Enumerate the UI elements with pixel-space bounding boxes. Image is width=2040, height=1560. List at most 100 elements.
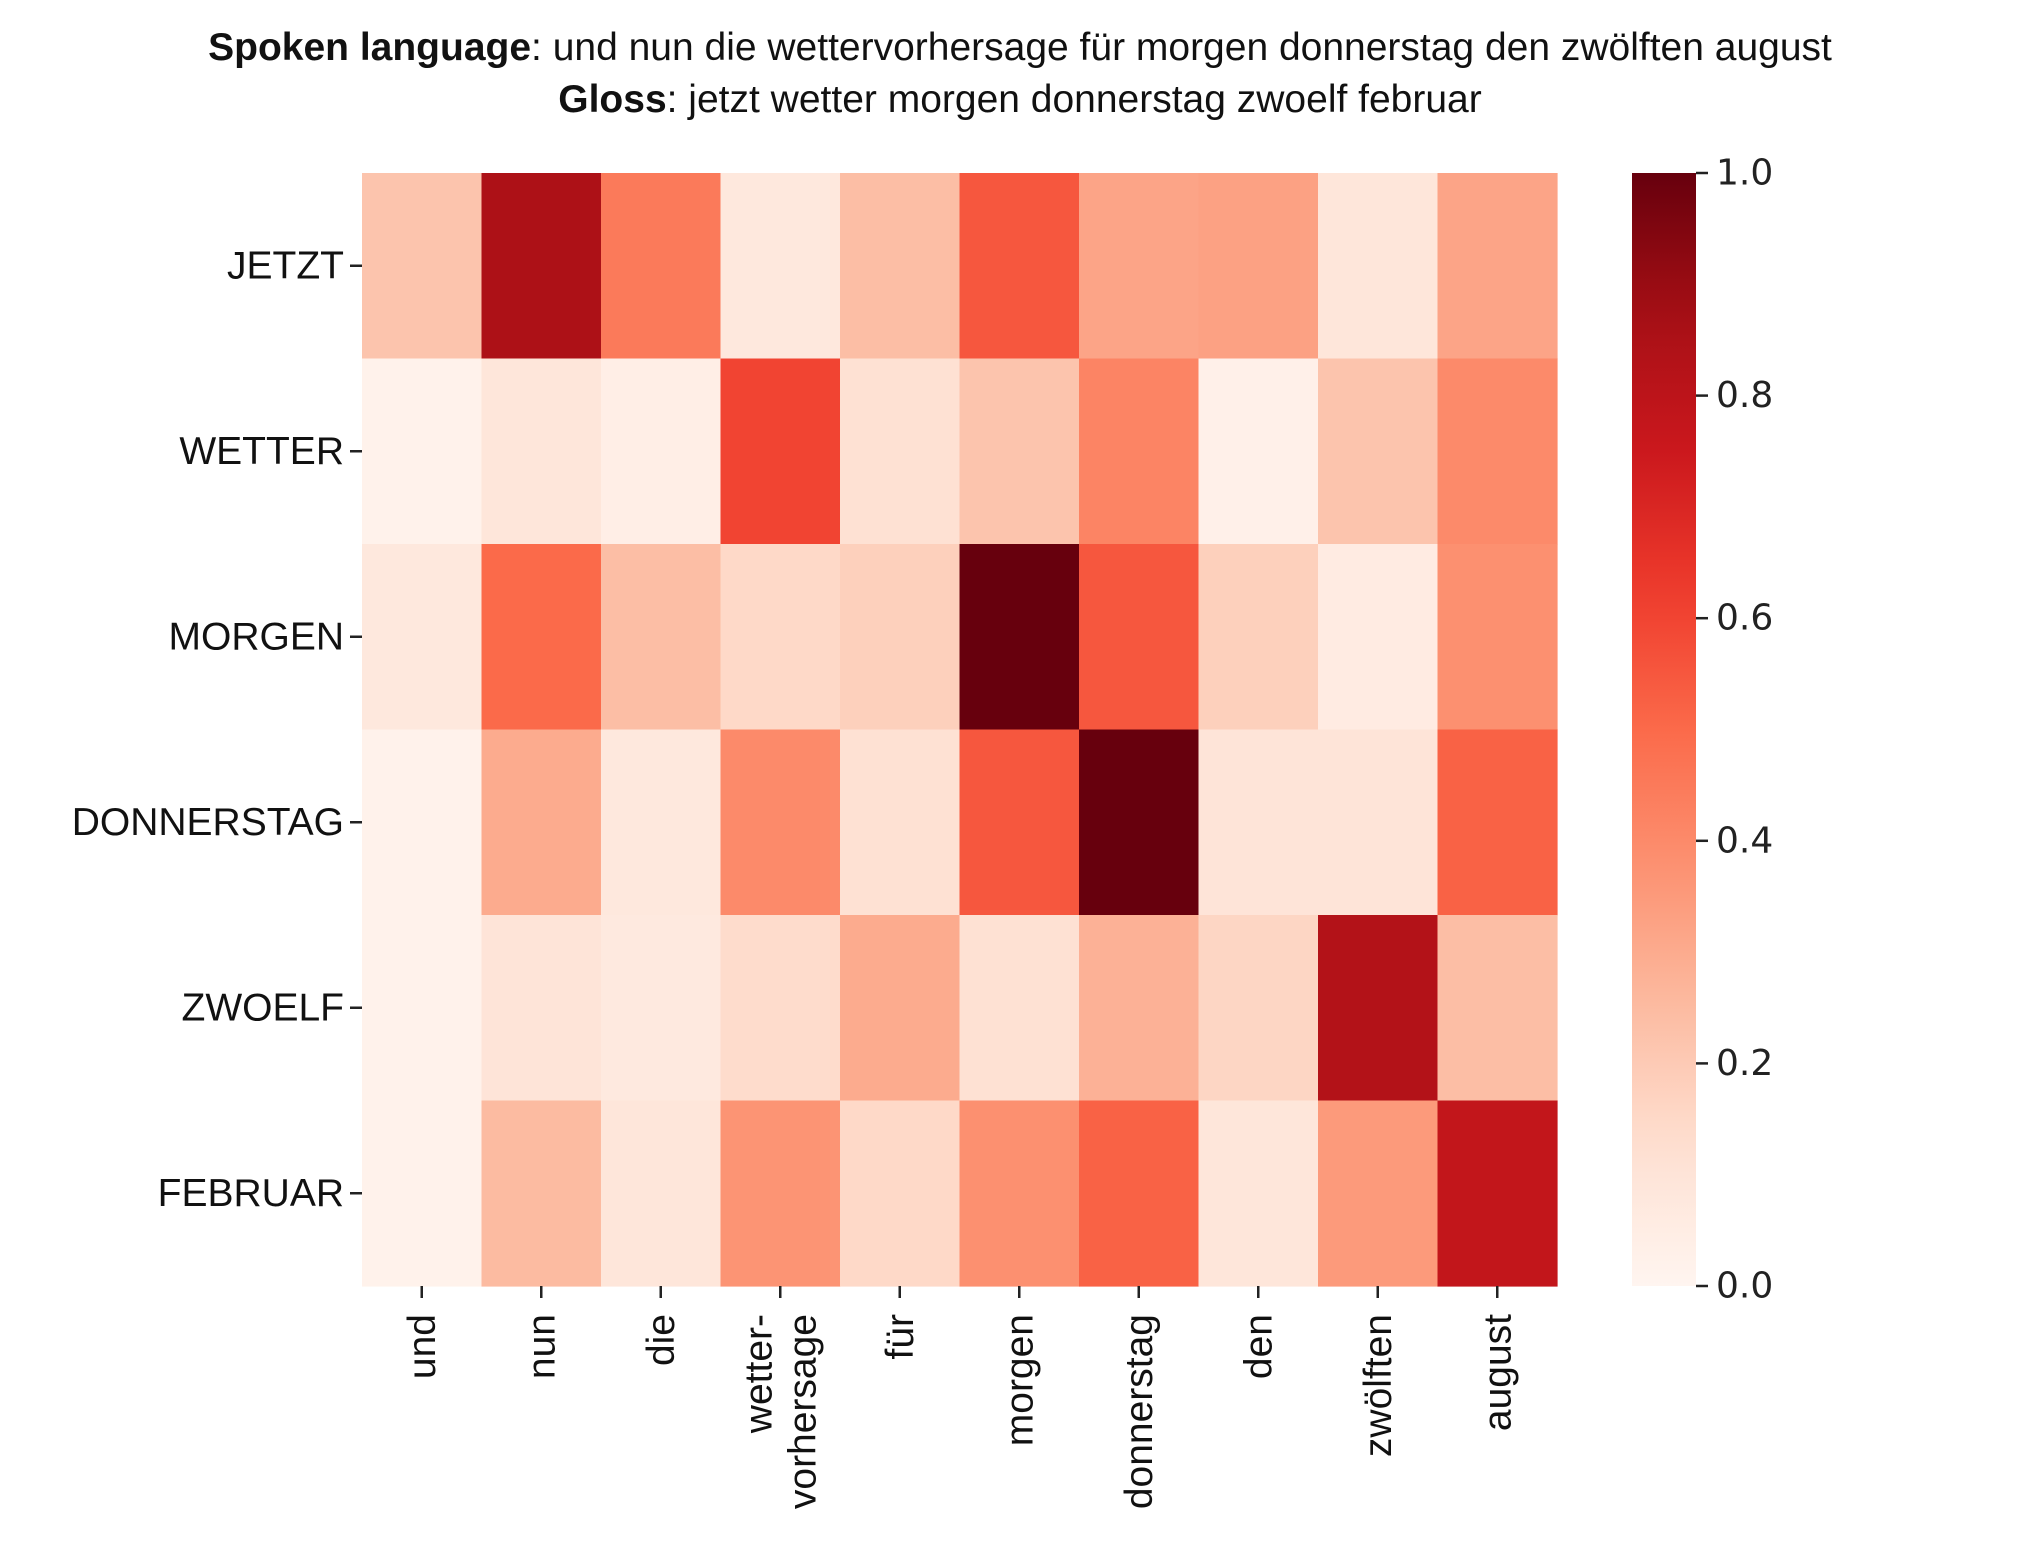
heatmap-cell-r4-c3	[720, 915, 841, 1102]
y-tick-label-1: WETTER	[179, 430, 344, 473]
heatmap-cell-r2-c4	[840, 544, 961, 731]
heatmap-cell-r1-c5	[959, 358, 1080, 545]
x-tick-label-6-line-0: donnerstag	[1118, 1314, 1161, 1509]
heatmap-cell-r0-c2	[601, 173, 722, 360]
heatmap-cell-r0-c1	[481, 173, 602, 360]
y-tick-label-0: JETZT	[227, 244, 344, 287]
colorbar-tick-label-5: 1.0	[1716, 153, 1773, 194]
title-line-gloss: Gloss: jetzt wetter morgen donnerstag zw…	[0, 74, 2040, 126]
x-tick-label-0: und	[401, 1314, 444, 1379]
heatmap-cell-r2-c7	[1198, 544, 1319, 731]
x-tick-label-1-line-0: nun	[520, 1314, 563, 1379]
title-spoken-label: Spoken language	[208, 26, 532, 69]
heatmap-cell-r3-c1	[481, 729, 602, 916]
heatmap-cell-r1-c2	[601, 358, 722, 545]
heatmap-cell-r0-c6	[1079, 173, 1200, 360]
heatmap-cell-r2-c9	[1437, 544, 1558, 731]
heatmap-cell-r4-c0	[362, 915, 483, 1102]
heatmap-cell-r1-c7	[1198, 358, 1319, 545]
x-tick-label-2: die	[640, 1314, 683, 1366]
title-gloss-label: Gloss	[558, 78, 667, 121]
x-tick-label-7: den	[1237, 1314, 1280, 1379]
heatmap-cell-r3-c7	[1198, 729, 1319, 916]
heatmap-cell-r3-c6	[1079, 729, 1200, 916]
colorbar-gradient	[1632, 173, 1696, 1286]
x-tick-label-6: donnerstag	[1118, 1314, 1161, 1509]
heatmap-cell-r3-c8	[1318, 729, 1439, 916]
heatmap-cell-r2-c1	[481, 544, 602, 731]
heatmap-cell-r5-c1	[481, 1100, 602, 1287]
heatmap-cell-r3-c2	[601, 729, 722, 916]
heatmap-cell-r0-c4	[840, 173, 961, 360]
heatmap-cell-r0-c5	[959, 173, 1080, 360]
x-tick-label-3-line-1: vorhersage	[781, 1314, 824, 1509]
title-spoken-text: : und nun die wettervorhersage für morge…	[531, 26, 1832, 69]
heatmap-cell-r3-c0	[362, 729, 483, 916]
y-tick-label-5: FEBRUAR	[158, 1172, 344, 1215]
x-tick-label-2-line-0: die	[640, 1314, 683, 1366]
x-tick-label-5: morgen	[998, 1314, 1041, 1446]
y-tick-label-3: DONNERSTAG	[72, 801, 344, 844]
heatmap-cell-r1-c9	[1437, 358, 1558, 545]
heatmap-cell-r4-c4	[840, 915, 961, 1102]
heatmap-cell-r4-c5	[959, 915, 1080, 1102]
x-tick-label-4: für	[879, 1314, 922, 1360]
heatmap-cell-r3-c4	[840, 729, 961, 916]
title-gloss-text: : jetzt wetter morgen donnerstag zwoelf …	[666, 78, 1482, 121]
heatmap-cell-r0-c8	[1318, 173, 1439, 360]
x-tick-label-3-line-0: wetter-	[737, 1314, 780, 1434]
heatmap-cell-r0-c0	[362, 173, 483, 360]
colorbar-tick-label-1: 0.2	[1716, 1043, 1773, 1084]
colorbar-tick-label-4: 0.8	[1716, 375, 1773, 416]
heatmap-cell-r4-c8	[1318, 915, 1439, 1102]
x-tick-label-8: zwölften	[1357, 1314, 1400, 1457]
y-axis: JETZT WETTER MORGEN DONNERSTAG ZWOELF FEBRUAR	[72, 244, 362, 1215]
heatmap-cell-r5-c6	[1079, 1100, 1200, 1287]
heatmap-cell-r2-c8	[1318, 544, 1439, 731]
x-tick-label-1: nun	[520, 1314, 563, 1379]
colorbar-tick-label-2: 0.4	[1716, 820, 1773, 861]
heatmap-cell-r5-c5	[959, 1100, 1080, 1287]
heatmap-cell-r1-c6	[1079, 358, 1200, 545]
heatmap-cell-r5-c3	[720, 1100, 841, 1287]
heatmap-cell-r5-c9	[1437, 1100, 1558, 1287]
x-tick-label-0-line-0: und	[401, 1314, 444, 1379]
heatmap-cell-r2-c0	[362, 544, 483, 731]
colorbar-tick-label-3: 0.6	[1716, 598, 1773, 639]
x-tick-label-9-line-0: august	[1476, 1314, 1519, 1431]
heatmap-cell-r0-c9	[1437, 173, 1558, 360]
colorbar: 0.0 0.2 0.4 0.6 0.8 1.0	[1632, 153, 1773, 1307]
heatmap-cell-r2-c3	[720, 544, 841, 731]
heatmap-cell-r5-c4	[840, 1100, 961, 1287]
heatmap-cell-r4-c2	[601, 915, 722, 1102]
x-tick-label-9: august	[1476, 1314, 1519, 1431]
heatmap-cell-r1-c0	[362, 358, 483, 545]
heatmap-cell-r2-c6	[1079, 544, 1200, 731]
heatmap-cell-r5-c0	[362, 1100, 483, 1287]
x-tick-label-5-line-0: morgen	[998, 1314, 1041, 1446]
heatmap-cell-r4-c1	[481, 915, 602, 1102]
heatmap-cell-r1-c1	[481, 358, 602, 545]
heatmap-cell-r2-c2	[601, 544, 722, 731]
heatmap-cell-r0-c3	[720, 173, 841, 360]
title-line-spoken: Spoken language: und nun die wettervorhe…	[0, 22, 2040, 74]
x-tick-label-8-line-0: zwölften	[1357, 1314, 1400, 1457]
x-tick-label-4-line-0: für	[879, 1314, 922, 1360]
heatmap-cell-r1-c3	[720, 358, 841, 545]
x-axis: und nun die wetter-vorhersage für morgen donne…	[401, 1286, 1519, 1509]
colorbar-tick-label-0: 0.0	[1716, 1266, 1773, 1307]
heatmap-cell-r1-c4	[840, 358, 961, 545]
chart-title: Spoken language: und nun die wettervorhe…	[0, 22, 2040, 126]
heatmap-cell-r5-c2	[601, 1100, 722, 1287]
heatmap-cell-r4-c7	[1198, 915, 1319, 1102]
heatmap-cell-r5-c8	[1318, 1100, 1439, 1287]
heatmap-cell-r3-c5	[959, 729, 1080, 916]
y-tick-label-2: MORGEN	[169, 615, 345, 658]
heatmap-cell-r3-c3	[720, 729, 841, 916]
heatmap-cell-r1-c8	[1318, 358, 1439, 545]
heatmap-cell-r2-c5	[959, 544, 1080, 731]
heatmap-cell-r3-c9	[1437, 729, 1558, 916]
heatmap-cells	[362, 173, 1558, 1287]
heatmap-cell-r4-c9	[1437, 915, 1558, 1102]
